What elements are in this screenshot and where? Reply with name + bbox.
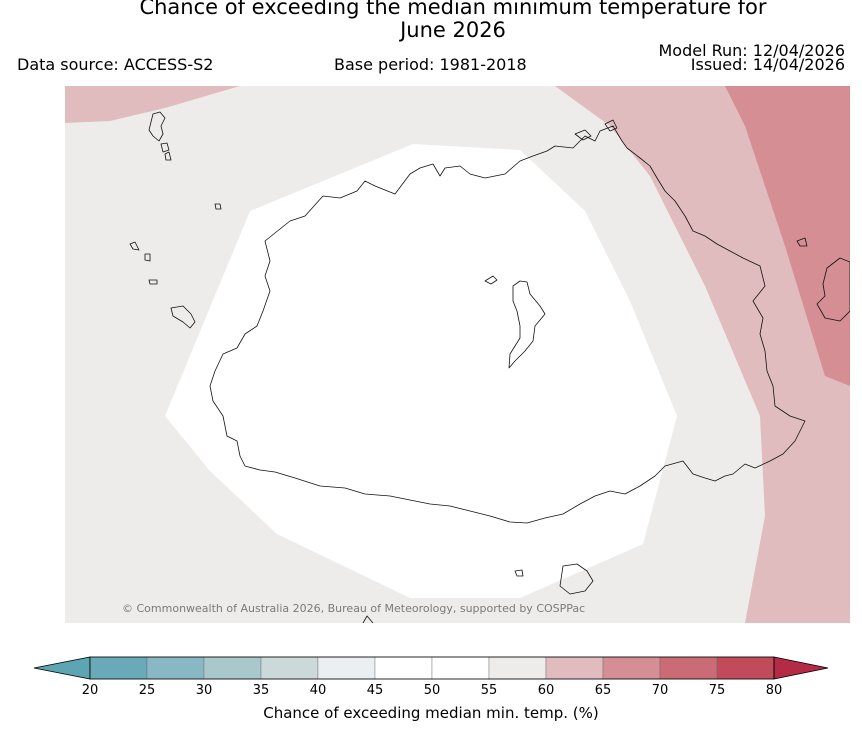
- copyright-notice: © Commonwealth of Australia 2026, Bureau…: [122, 602, 586, 615]
- colorbar-tick-label: 35: [252, 683, 270, 698]
- colorbar-segment: [716, 656, 775, 680]
- colorbar-segment: [317, 656, 376, 680]
- map-title: Chance of exceeding the median minimum t…: [0, 0, 862, 42]
- model-run-label: Model Run: 12/04/2026: [658, 41, 846, 60]
- colorbar-segment: [431, 656, 490, 680]
- zone-60-65-northwest: [65, 86, 240, 123]
- islet-south-1: [514, 569, 524, 577]
- colorbar-tick-label: 60: [537, 683, 555, 698]
- islet-west-6: [148, 279, 158, 285]
- title-line-1: Chance of exceeding the median minimum t…: [139, 0, 767, 19]
- issued-label: Issued: 14/04/2026: [690, 55, 845, 74]
- kadavu-coast: [559, 563, 594, 595]
- islet-west-7: [170, 305, 196, 329]
- zone-65-70-east: [725, 86, 850, 386]
- islet-north-taveuni: [484, 275, 498, 285]
- colorbar-tick-label: 70: [651, 683, 669, 698]
- lau-island-2: [604, 119, 618, 132]
- colorbar-tick-label: 20: [81, 683, 99, 698]
- colorbar-segment: [260, 656, 319, 680]
- colorbar-tick-label: 50: [423, 683, 441, 698]
- colorbar-tick-label: 40: [309, 683, 327, 698]
- colorbar-tick-label: 65: [594, 683, 612, 698]
- colorbar: [30, 650, 830, 690]
- vanua-levu-coast: [209, 125, 806, 524]
- lau-island-1: [574, 129, 592, 141]
- islet-west-2: [164, 151, 172, 161]
- colorbar-tick-label: 80: [765, 683, 783, 698]
- islet-south-2: [362, 615, 374, 623]
- colorbar-tick-label: 30: [195, 683, 213, 698]
- colorbar-segment: [89, 656, 148, 680]
- zone-45-55-central: [165, 144, 677, 598]
- map-canvas: [65, 86, 850, 623]
- colorbar-segment: [203, 656, 262, 680]
- colorbar-segment: [488, 656, 547, 680]
- lau-island-3: [796, 237, 808, 247]
- data-source-label: Data source: ACCESS-S2: [17, 55, 214, 74]
- colorbar-tick-label: 25: [138, 683, 156, 698]
- colorbar-label: Chance of exceeding median min. temp. (%…: [263, 704, 599, 722]
- colorbar-extend-low: [33, 656, 91, 680]
- colorbar-segment: [602, 656, 661, 680]
- zone-60-65-east: [555, 86, 850, 623]
- islet-west-5: [144, 253, 151, 262]
- colorbar-svg: [33, 656, 829, 680]
- colorbar-segment: [545, 656, 604, 680]
- colorbar-segment: [146, 656, 205, 680]
- yasawa-islands: [148, 111, 166, 142]
- taveuni-coast: [508, 280, 546, 369]
- colorbar-segment: [659, 656, 718, 680]
- islet-west-1: [160, 142, 170, 153]
- colorbar-tick-label: 45: [366, 683, 384, 698]
- colorbar-extend-high: [773, 656, 829, 680]
- colorbar-tick-label: 55: [480, 683, 498, 698]
- title-line-2: June 2026: [400, 18, 506, 42]
- islet-west-4: [129, 241, 140, 251]
- islet-west-3: [214, 203, 222, 210]
- lau-island-4: [816, 257, 850, 322]
- colorbar-outline: [89, 656, 775, 680]
- forecast-map: [65, 86, 850, 623]
- colorbar-segment: [374, 656, 433, 680]
- colorbar-tick-label: 75: [708, 683, 726, 698]
- base-period-label: Base period: 1981-2018: [334, 55, 527, 74]
- coastlines: [129, 111, 850, 623]
